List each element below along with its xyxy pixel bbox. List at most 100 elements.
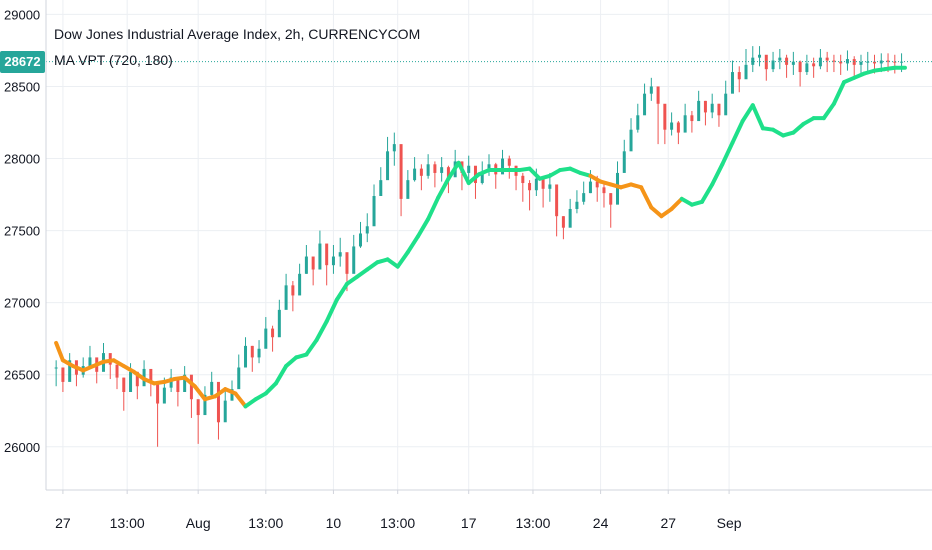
ma-segment [324, 297, 339, 324]
candle-body [676, 122, 680, 133]
candle-body [534, 178, 538, 191]
candle-body [832, 60, 836, 62]
candle-body [156, 381, 160, 404]
candle-body [710, 103, 714, 113]
y-axis-ticks: 26000 26500 27000 27500 28000 28500 29000 [4, 7, 40, 454]
ma-segment [365, 260, 380, 272]
ma-segment [334, 281, 349, 302]
ma-segment [415, 217, 431, 239]
candle-body [886, 60, 890, 62]
candle-body [291, 285, 295, 296]
candle-body [643, 93, 647, 116]
candle-body [216, 381, 220, 423]
ma-segment [446, 160, 461, 181]
ma-segment [426, 195, 441, 222]
candle-body [744, 64, 748, 80]
y-tick-label: 28500 [4, 79, 40, 94]
x-tick-label: Aug [186, 515, 211, 531]
candle-body [304, 256, 308, 274]
candle-body [825, 57, 829, 61]
ma-segment [54, 341, 65, 363]
y-tick-label: 26000 [4, 440, 40, 455]
candle-body [298, 273, 302, 296]
candle-body [149, 368, 153, 382]
candle-body [521, 175, 525, 184]
candle-body [169, 377, 173, 388]
candle-body [284, 285, 288, 310]
candle-body [575, 201, 579, 209]
candle-body [771, 60, 775, 70]
chart-grid [46, 0, 932, 490]
ma-segment [639, 185, 654, 210]
candle-body [737, 72, 741, 80]
candle-body [68, 360, 72, 382]
candle-body [419, 168, 423, 176]
candle-body [758, 54, 762, 58]
candle-body [602, 187, 606, 194]
candle-body [873, 61, 877, 64]
last-price-tag: 28672 [0, 50, 45, 73]
ma-segment [233, 391, 248, 409]
ma-segment [405, 234, 420, 255]
candle-body [622, 151, 626, 173]
ma-segment [700, 182, 715, 204]
candle-body [588, 181, 592, 194]
candle-body [413, 168, 417, 181]
candle-body [636, 115, 640, 130]
candle-body [473, 165, 477, 184]
ma-segment [243, 397, 258, 409]
candle-body [189, 374, 193, 400]
candle-body [115, 364, 119, 378]
y-tick-label: 26500 [4, 368, 40, 383]
candle-body [528, 183, 532, 191]
candle-body [392, 144, 396, 152]
candle-body [352, 246, 356, 274]
ma-segment [669, 196, 684, 211]
candle-body [541, 178, 545, 189]
ma-segment [659, 206, 674, 219]
candle-body [230, 389, 234, 401]
candle-body [271, 328, 275, 338]
ma-segment [791, 121, 806, 135]
candle-body [250, 345, 254, 358]
candlestick-series [54, 46, 904, 447]
ma-segment [182, 375, 197, 389]
candle-body [440, 167, 444, 173]
x-tick-label: 17 [461, 515, 477, 531]
candle-body [379, 180, 383, 196]
candle-body [568, 208, 572, 228]
candle-body [426, 164, 430, 176]
candle-body [893, 61, 897, 63]
candle-body [122, 377, 126, 392]
candle-body [548, 184, 552, 189]
candle-body [852, 59, 856, 65]
ma-segment [821, 101, 836, 121]
candle-body [61, 367, 65, 382]
ma-segment [131, 369, 147, 382]
ma-segment [192, 384, 207, 402]
ma-segment [314, 319, 329, 343]
candle-body [690, 115, 694, 122]
candle-body [751, 57, 755, 65]
candle-body [480, 171, 484, 184]
candle-body [257, 348, 261, 358]
candle-body [778, 57, 782, 61]
candle-body [372, 196, 376, 227]
candle-body [791, 61, 795, 65]
ma-segment [710, 162, 725, 187]
candle-body [629, 129, 633, 152]
x-tick-label: 27 [660, 515, 676, 531]
candle-body [879, 60, 883, 64]
x-tick-label: Sep [717, 515, 742, 531]
y-tick-label: 28000 [4, 152, 40, 167]
candle-body [866, 61, 870, 63]
candle-body [176, 377, 180, 392]
candle-body [358, 233, 362, 247]
ma-segment [527, 166, 542, 181]
ma-segment [273, 364, 289, 386]
candle-body [277, 309, 281, 338]
candle-body [582, 193, 586, 202]
candle-body [663, 103, 667, 130]
candle-body [724, 93, 728, 116]
